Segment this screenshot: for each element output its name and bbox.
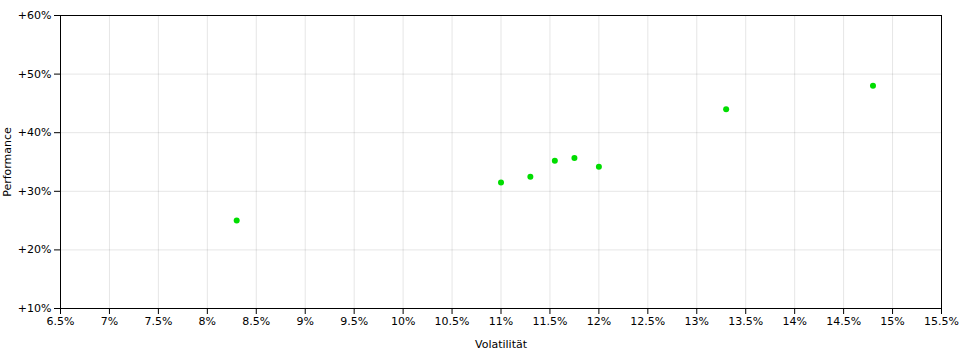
svg-text:Performance: Performance [1, 127, 14, 197]
svg-text:15%: 15% [880, 315, 904, 328]
svg-text:12.5%: 12.5% [630, 315, 665, 328]
svg-text:9.5%: 9.5% [340, 315, 368, 328]
svg-text:14%: 14% [782, 315, 806, 328]
svg-text:7.5%: 7.5% [144, 315, 172, 328]
svg-text:8.5%: 8.5% [242, 315, 270, 328]
svg-text:+50%: +50% [18, 68, 52, 81]
svg-text:13.5%: 13.5% [728, 315, 763, 328]
svg-text:14.5%: 14.5% [826, 315, 861, 328]
svg-text:Volatilität: Volatilität [475, 338, 528, 350]
svg-text:10%: 10% [391, 315, 415, 328]
svg-text:15.5%: 15.5% [924, 315, 959, 328]
svg-text:9%: 9% [296, 315, 313, 328]
svg-text:11.5%: 11.5% [532, 315, 567, 328]
svg-text:+30%: +30% [18, 185, 52, 198]
svg-text:+10%: +10% [18, 302, 52, 315]
svg-text:10.5%: 10.5% [435, 315, 470, 328]
svg-text:+40%: +40% [18, 126, 52, 139]
svg-text:8%: 8% [199, 315, 216, 328]
svg-text:+20%: +20% [18, 243, 52, 256]
svg-text:12%: 12% [587, 315, 611, 328]
svg-text:11%: 11% [489, 315, 513, 328]
svg-text:6.5%: 6.5% [47, 315, 75, 328]
svg-text:13%: 13% [685, 315, 709, 328]
svg-text:+60%: +60% [18, 9, 52, 22]
svg-text:7%: 7% [101, 315, 118, 328]
